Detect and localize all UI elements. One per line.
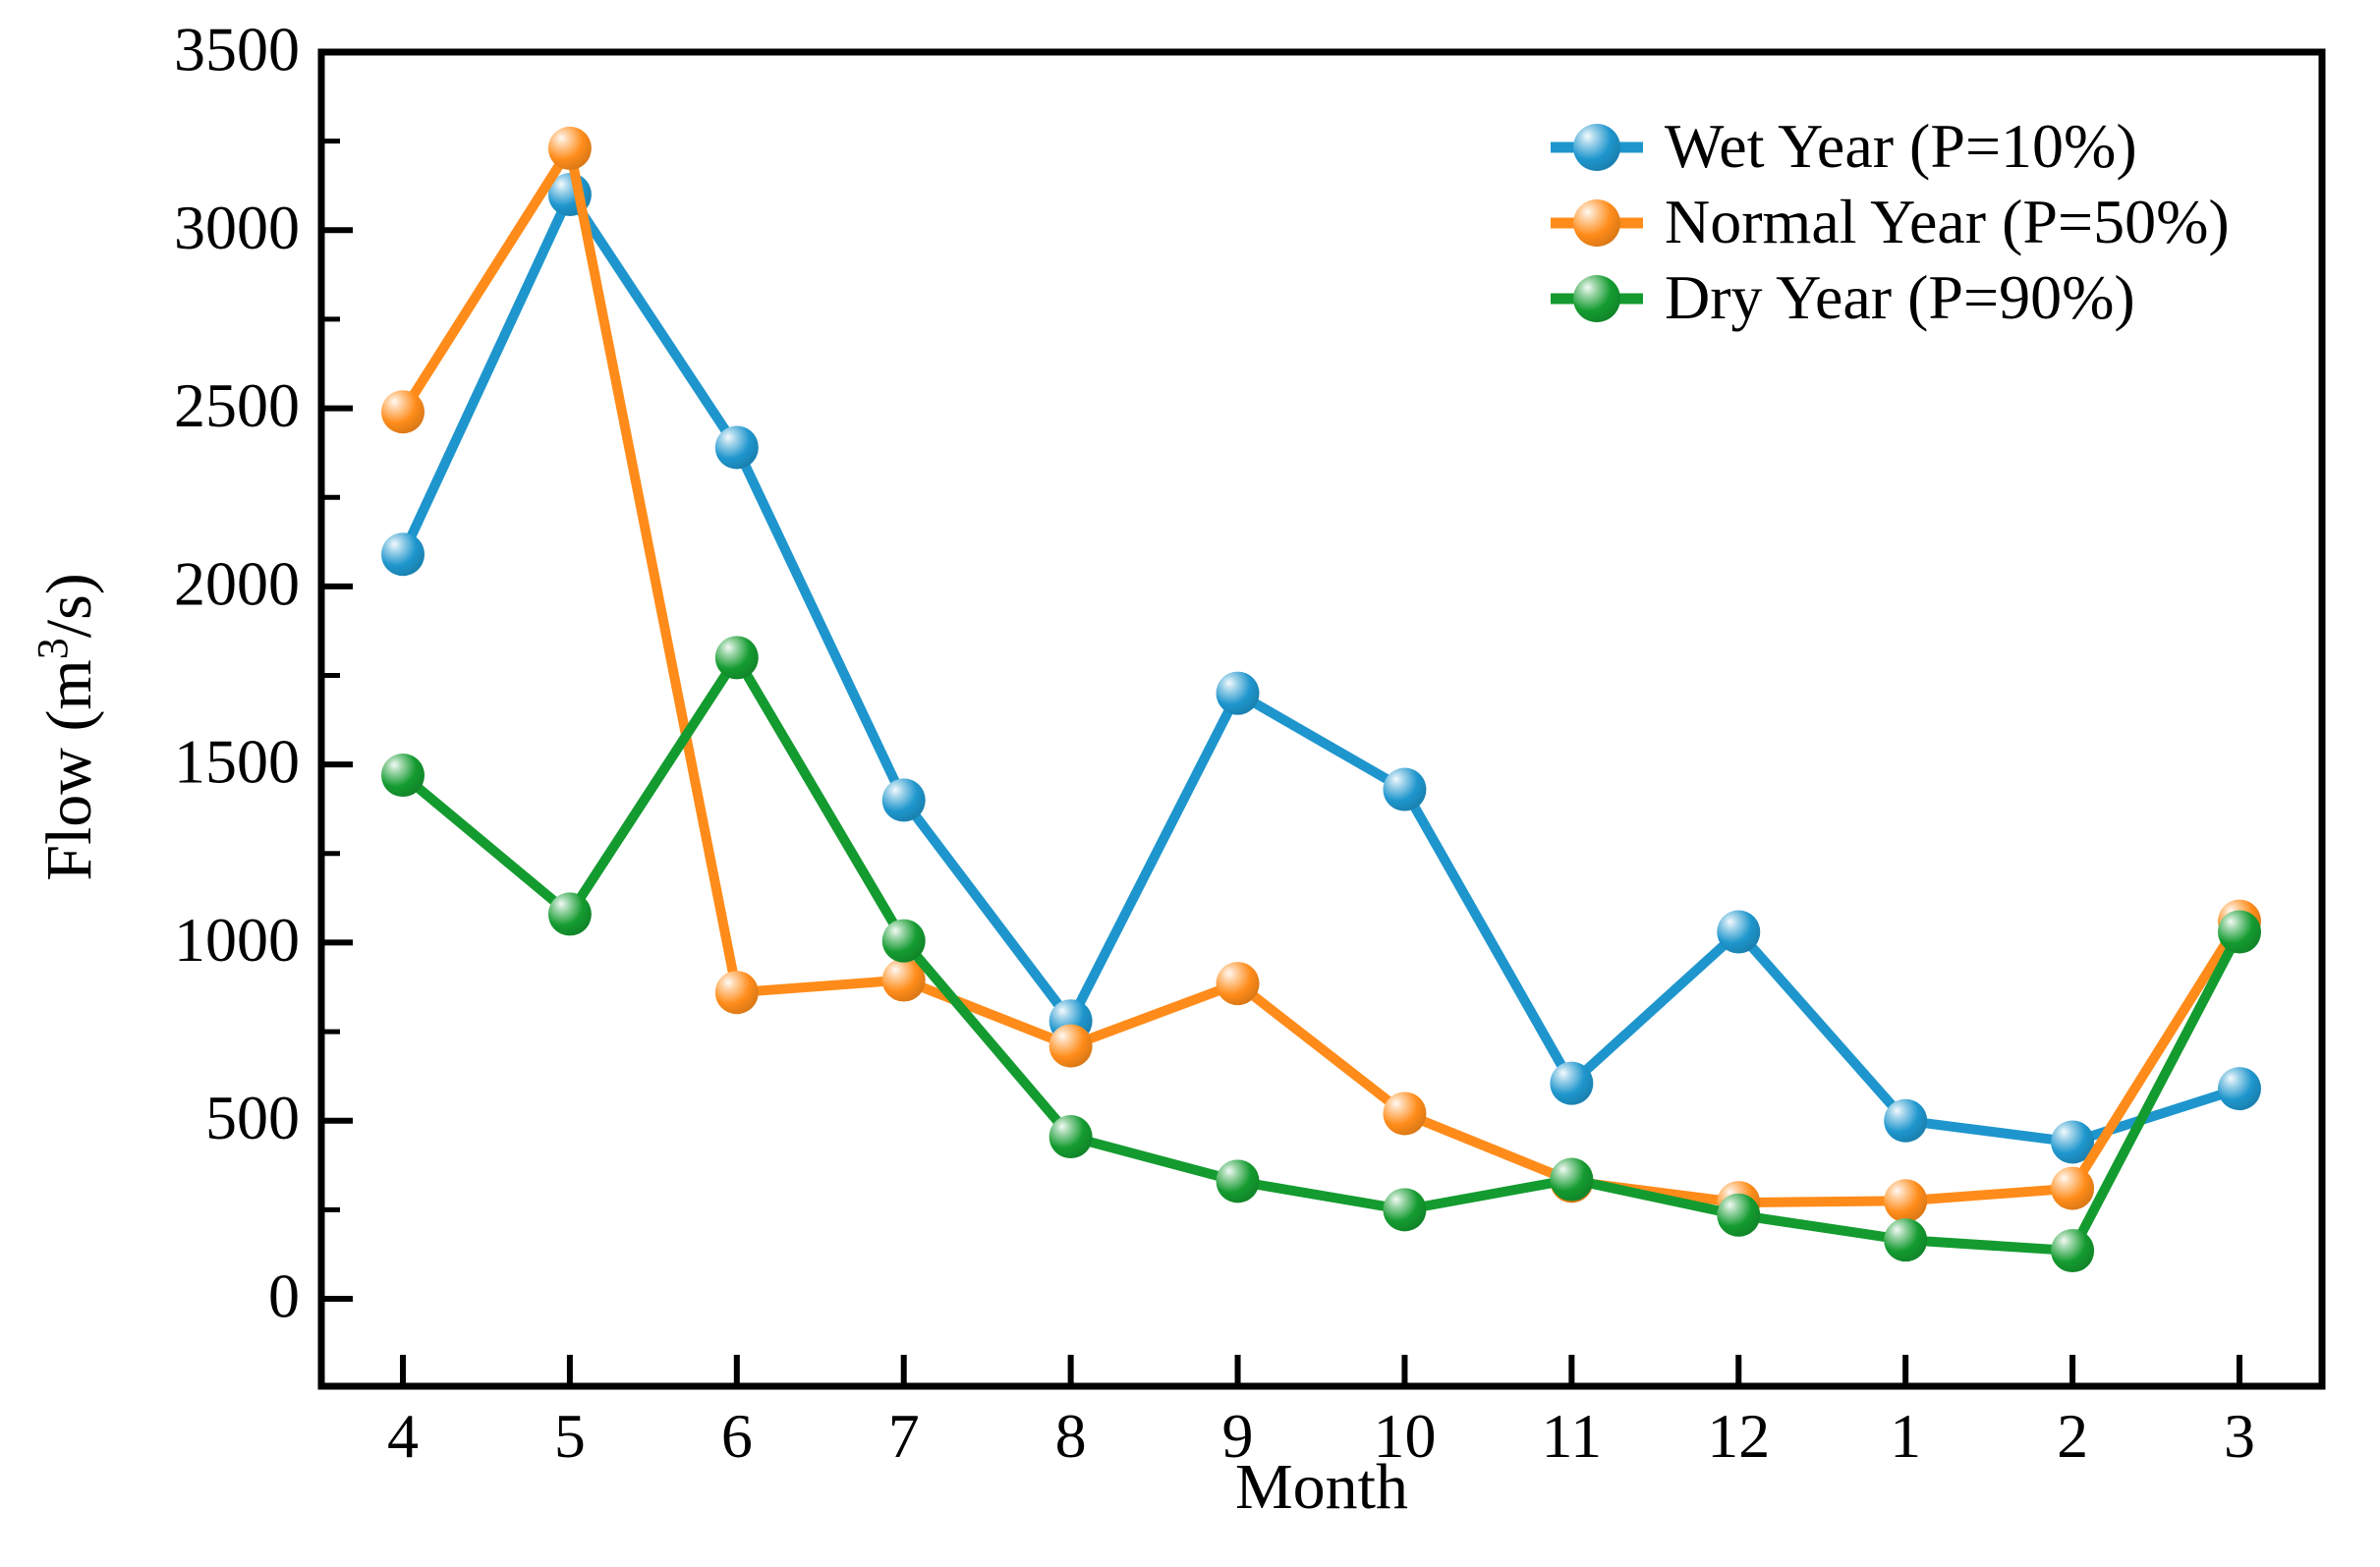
data-point	[1884, 1179, 1928, 1223]
plot-border	[317, 48, 2326, 1390]
data-point	[2051, 1120, 2095, 1164]
x-tick-label: 2	[2057, 1401, 2088, 1471]
data-point	[547, 892, 592, 936]
y-tick-label: 1500	[174, 727, 300, 797]
legend-label: Wet Year (P=10%)	[1665, 111, 2137, 181]
y-tick-label: 1000	[174, 905, 300, 975]
x-tick-label: 4	[387, 1401, 419, 1471]
x-tick-label: 1	[1890, 1401, 1921, 1471]
y-tick-label: 3500	[174, 15, 300, 84]
data-point	[1048, 1115, 1093, 1159]
x-axis-ticks: 4 5 6 7 8 9 10 11 12 1 2 3	[387, 1355, 2255, 1471]
data-point	[1550, 1061, 1594, 1105]
x-tick-label: 11	[1542, 1401, 1603, 1471]
y-axis-title: Flow (m3/s)	[28, 573, 105, 881]
data-point	[1383, 1091, 1427, 1136]
legend-item: Dry Year (P=90%)	[1551, 262, 2135, 332]
y-axis-ticks: 0 500 1000 1500 2000 2500 3000 3500	[174, 15, 353, 1331]
y-tick-label: 500	[205, 1083, 300, 1152]
data-point	[1216, 962, 1260, 1006]
x-tick-label: 10	[1373, 1401, 1436, 1471]
legend-marker	[1573, 275, 1620, 322]
data-point	[547, 126, 592, 170]
x-tick-label: 5	[554, 1401, 586, 1471]
data-point	[1383, 767, 1427, 811]
data-point	[1216, 671, 1260, 715]
x-tick-label: 3	[2224, 1401, 2255, 1471]
data-point	[1884, 1098, 1928, 1143]
series-line	[398, 142, 2244, 1208]
legend-label: Dry Year (P=90%)	[1665, 262, 2135, 332]
y-axis-title-text: Flow (m3/s)	[28, 573, 105, 881]
x-tick-label: 8	[1055, 1401, 1087, 1471]
data-point	[2051, 1166, 2095, 1210]
legend-label: Normal Year (P=50%)	[1665, 187, 2230, 256]
data-point	[881, 958, 926, 1002]
x-tick-label: 12	[1707, 1401, 1770, 1471]
data-point	[2051, 1229, 2095, 1273]
data-point	[1383, 1188, 1427, 1232]
data-point	[714, 636, 759, 680]
data-point	[381, 754, 425, 798]
x-tick-label: 6	[721, 1401, 753, 1471]
data-point	[381, 532, 425, 577]
data-point	[2218, 1067, 2261, 1111]
data-point	[881, 919, 926, 963]
data-point	[881, 778, 926, 822]
data-point	[381, 390, 425, 434]
legend: Wet Year (P=10%)Normal Year (P=50%)Dry Y…	[1551, 111, 2230, 332]
y-tick-label: 2500	[174, 370, 300, 440]
legend-item: Normal Year (P=50%)	[1551, 187, 2230, 256]
series-line	[398, 190, 2244, 1147]
data-point	[1216, 1159, 1260, 1203]
series-dry-year	[381, 636, 2261, 1273]
y-tick-label: 0	[268, 1261, 300, 1331]
legend-item: Wet Year (P=10%)	[1551, 111, 2137, 181]
data-point	[714, 425, 759, 470]
x-tick-label: 9	[1222, 1401, 1254, 1471]
data-point	[1717, 910, 1761, 954]
x-tick-label: 7	[888, 1401, 920, 1471]
x-axis-title: Month	[1235, 1451, 1408, 1523]
data-point	[2218, 910, 2261, 954]
plot-frame	[317, 48, 2326, 1390]
data-point	[714, 971, 759, 1015]
series-wet-year	[381, 173, 2261, 1164]
legend-marker	[1573, 199, 1620, 247]
data-series	[381, 126, 2261, 1273]
series-line	[398, 652, 2244, 1257]
data-point	[1717, 1193, 1761, 1237]
data-point	[1048, 1024, 1093, 1068]
series-normal-year	[381, 126, 2261, 1225]
legend-marker	[1573, 124, 1620, 171]
data-point	[1884, 1218, 1928, 1262]
data-point	[1550, 1157, 1594, 1202]
y-tick-label: 2000	[174, 548, 300, 618]
y-tick-label: 3000	[174, 193, 300, 262]
